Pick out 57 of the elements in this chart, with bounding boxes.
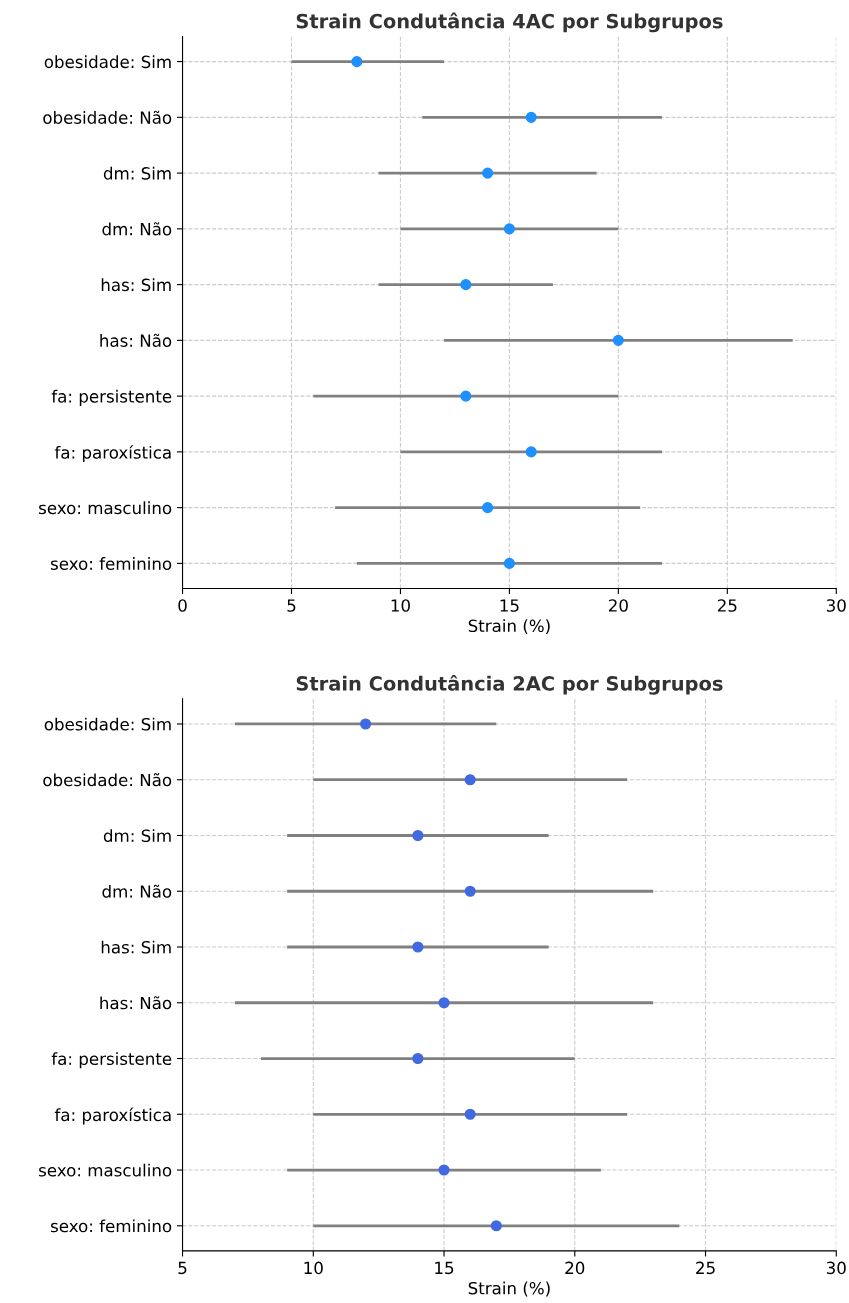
point [525, 111, 537, 123]
point [438, 997, 450, 1009]
x-tick-label: 5 [178, 1261, 187, 1275]
point [525, 446, 537, 458]
y-tick-label: dm: Não [102, 884, 172, 898]
x-tick-label: 10 [391, 599, 410, 612]
y-tick-label: sexo: masculino [39, 1163, 172, 1177]
y-tick-label: dm: Sim [103, 166, 171, 180]
y-tick-label: obesidade: Não [43, 110, 172, 124]
x-tick-label: 30 [826, 599, 846, 612]
point [412, 829, 424, 842]
x-tick-label: 20 [565, 1261, 585, 1275]
x-tick-label: 5 [287, 599, 296, 612]
point [490, 1220, 502, 1232]
chart-title: Strain Condutância 4AC por Subgrupos [296, 12, 723, 33]
y-tick-label: has: Sim [101, 940, 171, 954]
point [412, 941, 424, 953]
point [482, 502, 494, 514]
point [460, 390, 472, 402]
point [412, 1052, 424, 1065]
x-tick-label: 25 [717, 599, 737, 612]
y-tick-label: fa: persistente [51, 1052, 172, 1069]
y-tick-label: has: Não [100, 333, 172, 347]
y-tick-label: sexo: feminino [50, 1219, 172, 1233]
point [460, 279, 472, 291]
y-tick-label: fa: paroxística [54, 445, 171, 463]
point [464, 1108, 476, 1120]
y-tick-label: obesidade: Sim [44, 55, 171, 69]
y-tick-label: has: Não [100, 996, 172, 1010]
x-axis-title: Strain (%) [468, 619, 550, 635]
point [438, 1164, 450, 1176]
point [503, 223, 515, 235]
point [482, 167, 494, 179]
y-tick-label: sexo: masculino [39, 501, 172, 515]
point [464, 774, 476, 786]
x-tick-label: 0 [178, 599, 187, 612]
point [360, 718, 372, 730]
point [612, 334, 624, 346]
y-tick-label: fa: persistente [51, 389, 172, 406]
y-tick-label: sexo: feminino [50, 557, 172, 570]
x-tick-label: 20 [608, 599, 628, 612]
x-tick-label: 25 [696, 1261, 715, 1275]
y-tick-label: dm: Não [102, 222, 172, 236]
point [503, 557, 515, 569]
y-tick-label: obesidade: Sim [44, 717, 171, 731]
y-tick-label: fa: paroxística [54, 1107, 171, 1125]
y-tick-label: obesidade: Não [43, 773, 172, 787]
x-tick-label: 15 [435, 1261, 454, 1275]
chart-title: Strain Condutância 2AC por Subgrupos [296, 675, 723, 695]
y-tick-label: has: Sim [101, 278, 171, 292]
point [351, 56, 363, 68]
x-tick-label: 30 [826, 1261, 846, 1275]
point [464, 885, 476, 897]
x-tick-label: 10 [304, 1261, 323, 1275]
x-tick-label: 15 [500, 599, 519, 612]
x-axis-title: Strain (%) [468, 1281, 550, 1297]
y-tick-label: dm: Sim [103, 829, 171, 843]
